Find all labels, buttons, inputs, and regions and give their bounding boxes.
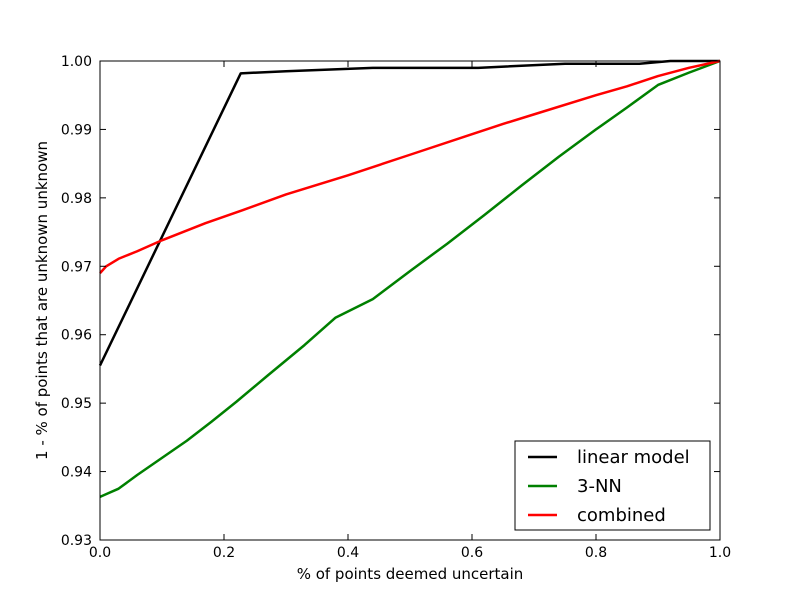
x-tick-label: 0.4 (337, 545, 359, 561)
legend: linear model 3-NN combined (514, 440, 711, 531)
x-tick-label: 0.2 (213, 545, 235, 561)
legend-items: linear model 3-NN combined (528, 447, 690, 526)
y-axis-label: 1 - % of points that are unknown unknown (33, 141, 51, 460)
y-tick-label: 0.98 (61, 191, 92, 207)
series-line-2 (99, 59, 721, 274)
x-tick-label: 0.6 (461, 545, 483, 561)
x-tick-label: 0.8 (585, 545, 607, 561)
y-tick-label: 0.97 (61, 259, 92, 275)
y-tick-label: 0.95 (61, 396, 92, 412)
series-line-1 (99, 59, 721, 499)
x-tick-label: 1.0 (709, 545, 731, 561)
y-tick-label: 0.93 (61, 533, 92, 549)
legend-label-1: 3-NN (577, 476, 622, 497)
y-tick-label: 0.96 (61, 328, 92, 344)
legend-label-0: linear model (577, 447, 690, 468)
legend-label-2: combined (577, 505, 666, 526)
axis-tick-labels: 0.0 0.2 0.4 0.6 0.8 1.0 0.93 0.94 0.95 0.96 0.97 0.… (61, 54, 731, 561)
axis-ticks (99, 60, 721, 541)
x-axis-label: % of points deemed uncertain (297, 565, 524, 583)
x-tick-label: 0.0 (89, 545, 111, 561)
series-layer (98, 59, 721, 499)
y-tick-label: 0.94 (61, 465, 92, 481)
series-line-0 (98, 59, 720, 367)
plot-area-frame (99, 60, 721, 541)
y-tick-label: 0.99 (61, 122, 92, 138)
y-tick-label: 1.00 (61, 54, 92, 70)
